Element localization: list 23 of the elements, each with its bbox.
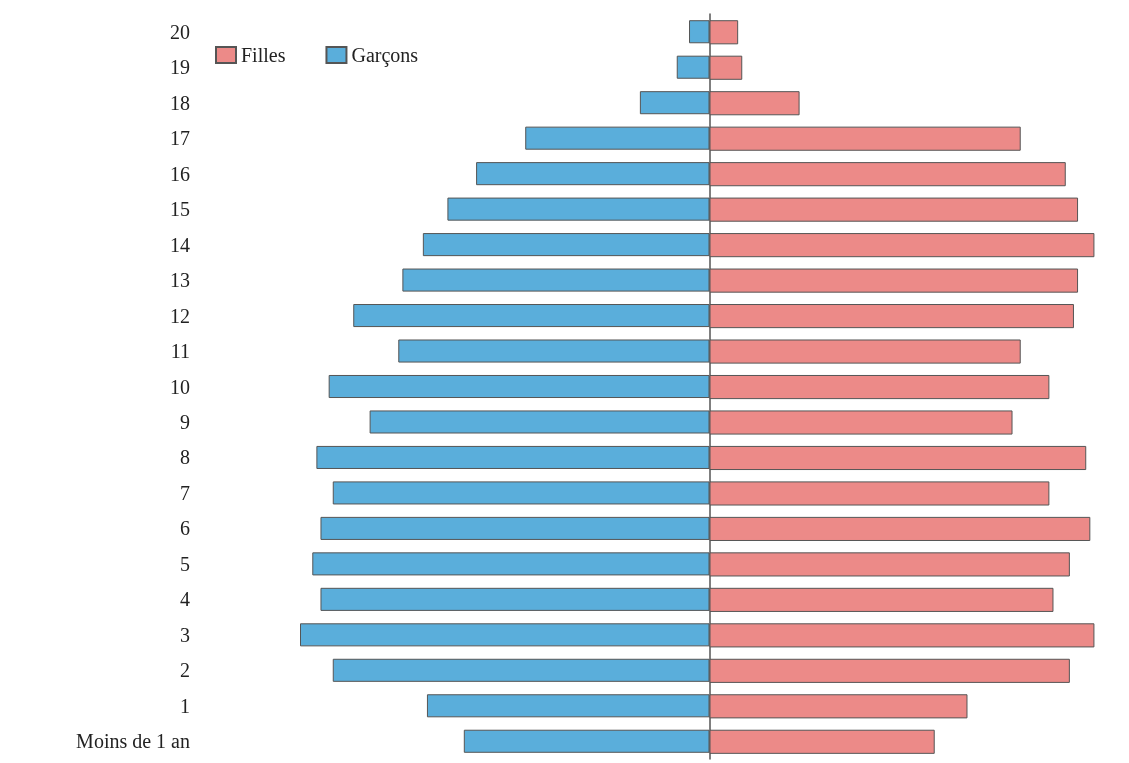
y-tick-label: Moins de 1 an: [76, 730, 190, 753]
legend-label: Filles: [241, 44, 286, 66]
legend-label: Garçons: [351, 44, 419, 67]
y-tick-label: 15: [170, 198, 190, 221]
y-tick-label: 17: [170, 127, 190, 150]
y-tick-label: 4: [180, 588, 190, 611]
y-tick-label: 19: [170, 56, 190, 79]
y-tick-label: 13: [170, 269, 190, 292]
y-tick-label: 14: [170, 233, 190, 256]
y-tick-label: 2: [180, 659, 190, 682]
y-tick-label: 6: [180, 517, 190, 540]
y-tick-label: 3: [180, 623, 190, 646]
y-tick-label: 5: [180, 552, 190, 575]
y-tick-label: 7: [180, 481, 190, 504]
y-tick-label: 9: [180, 410, 190, 433]
y-tick-label: 20: [170, 20, 190, 43]
y-tick-label: 18: [170, 91, 190, 114]
y-tick-label: 1: [180, 694, 190, 717]
y-tick-label: 16: [170, 162, 190, 185]
y-tick-label: 8: [180, 446, 190, 469]
y-tick-label: 10: [170, 375, 190, 398]
y-tick-label: 11: [170, 340, 190, 363]
y-tick-label: 12: [170, 304, 190, 327]
